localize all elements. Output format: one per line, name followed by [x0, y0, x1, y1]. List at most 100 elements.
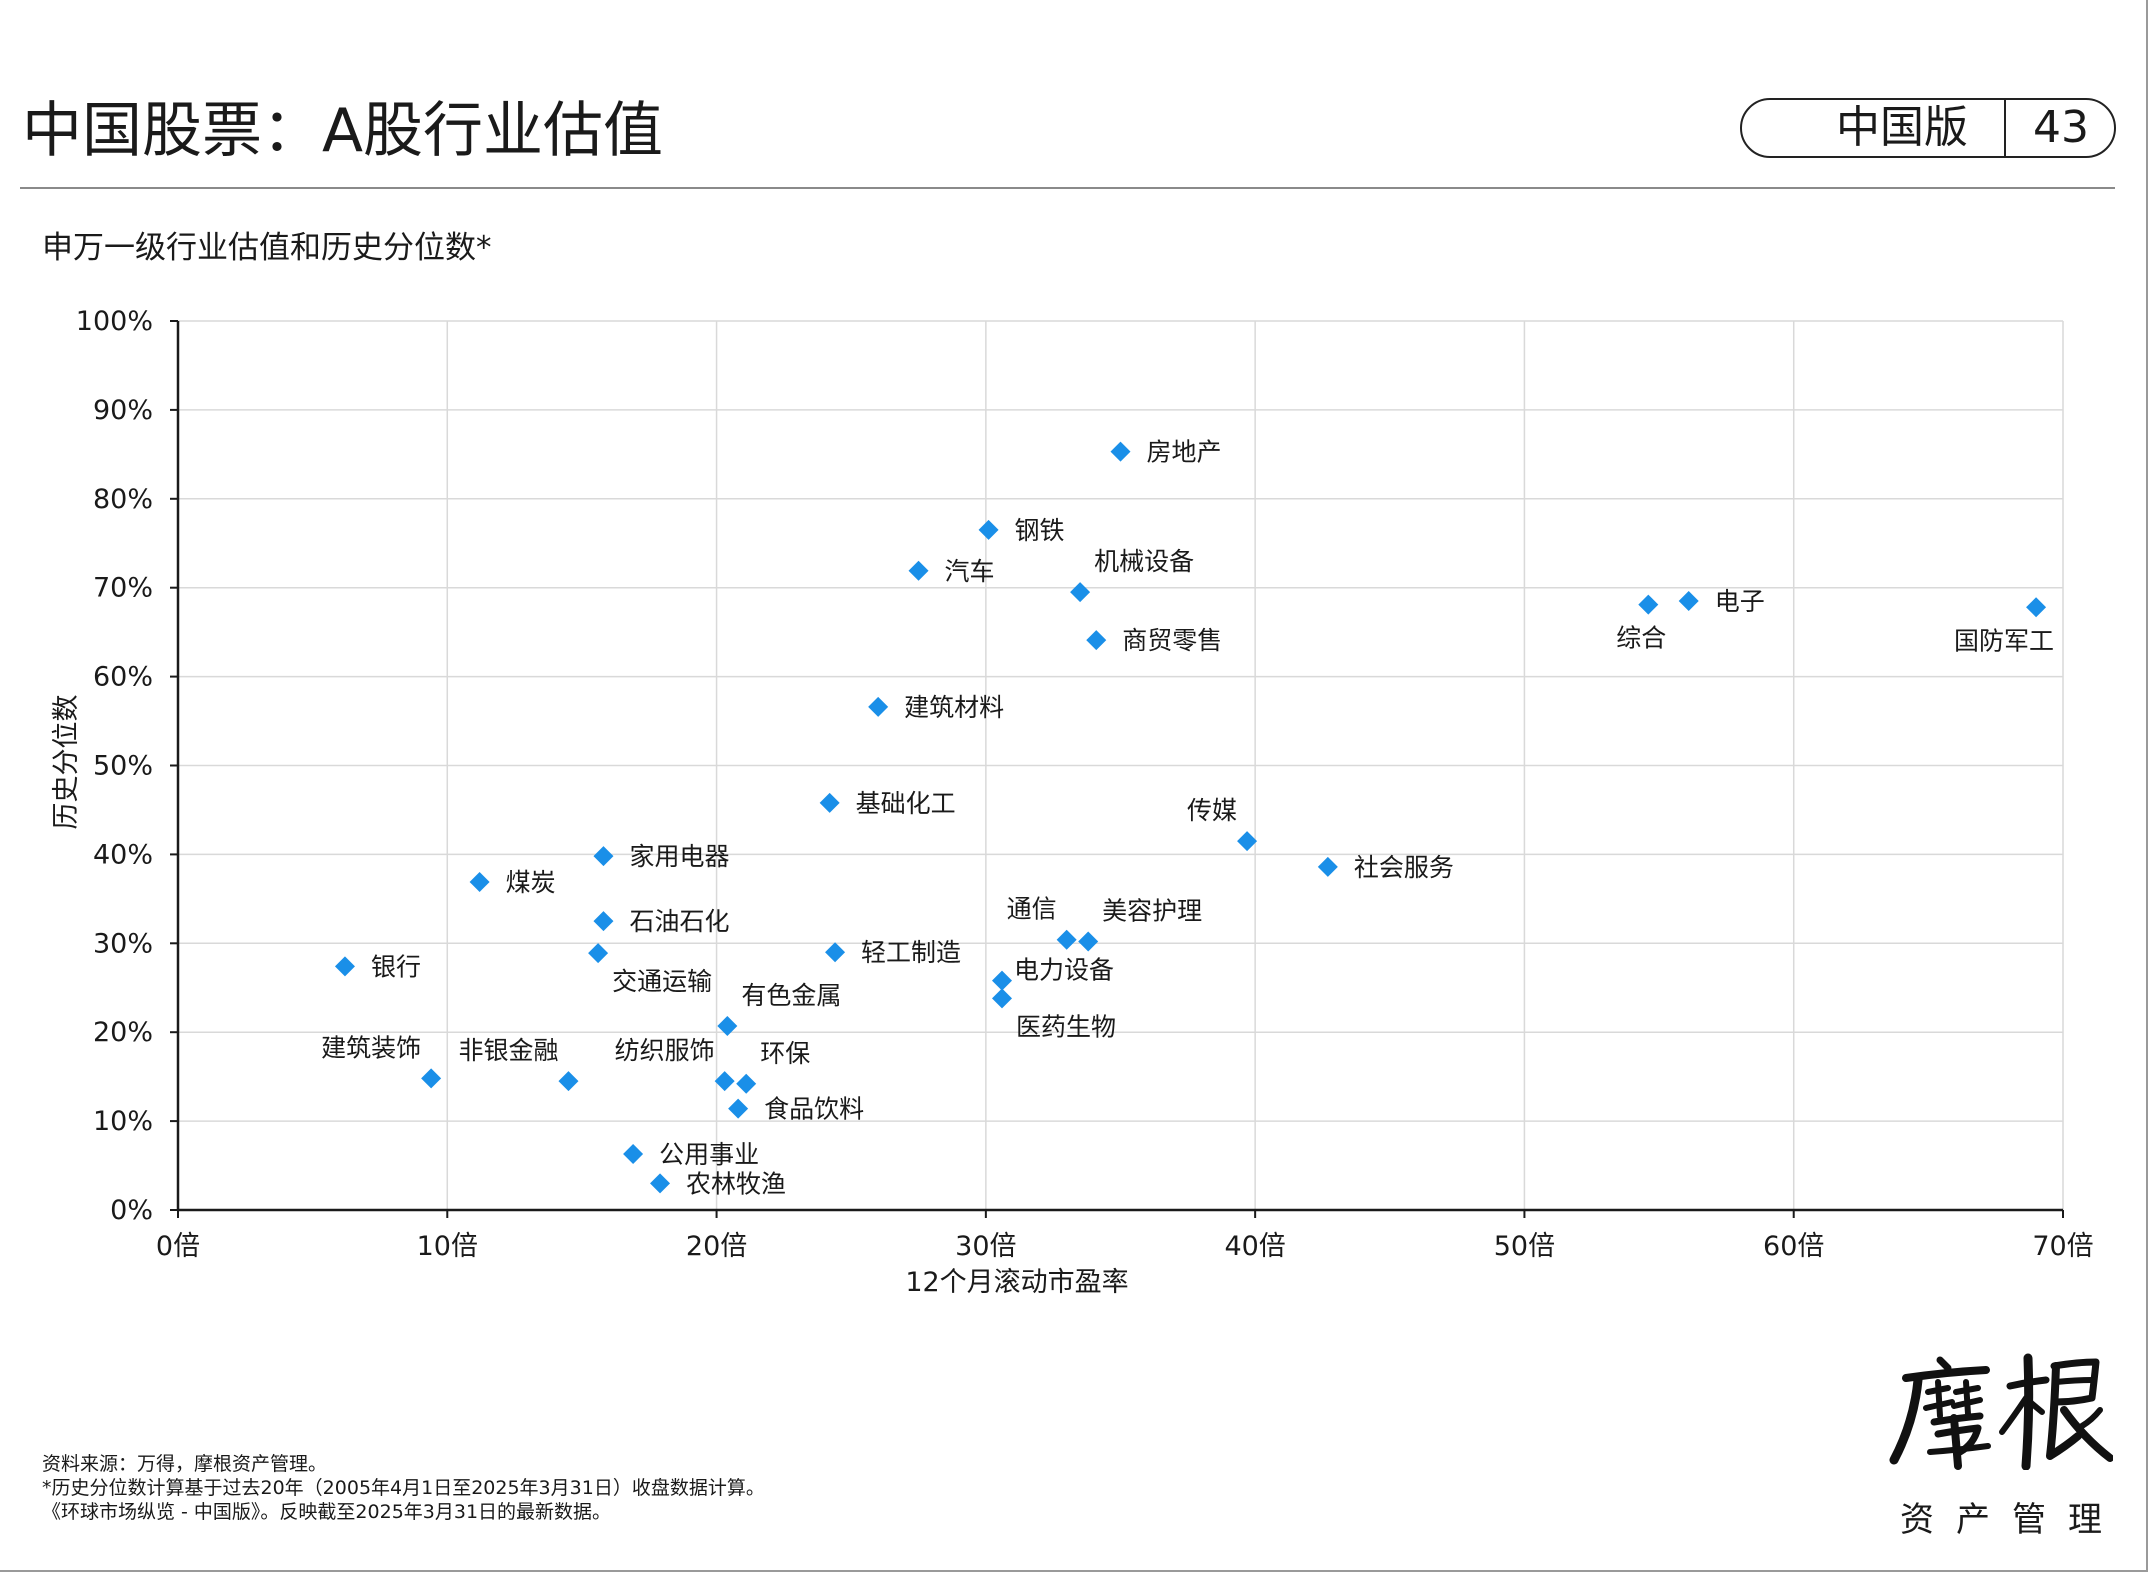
data-point-marker: [825, 942, 846, 963]
footnote-publication: 《环球市场纵览 - 中国版》。反映截至2025年3月31日的最新数据。: [42, 1501, 612, 1523]
data-point-label: 钢铁: [1015, 516, 1065, 545]
data-point-label: 国防军工: [1954, 626, 2054, 655]
data-point-label: 综合: [1616, 624, 1666, 653]
y-tick-label: 20%: [93, 1017, 153, 1048]
data-point-marker: [992, 988, 1013, 1009]
y-axis-title: 历史分位数: [51, 695, 82, 830]
edition-divider: [2004, 98, 2006, 158]
data-point-label: 家用电器: [629, 842, 729, 871]
data-point-marker: [2026, 597, 2047, 618]
data-point-label: 环保: [760, 1039, 810, 1068]
y-tick-label: 70%: [93, 573, 153, 604]
data-point-label: 石油石化: [629, 907, 729, 936]
data-point-marker: [1638, 594, 1659, 615]
data-point-label: 商贸零售: [1122, 626, 1222, 655]
data-point-marker: [1317, 856, 1338, 877]
data-point-marker: [1678, 591, 1699, 612]
x-tick-label: 20倍: [686, 1231, 747, 1262]
title-divider: [20, 187, 2115, 189]
data-point-label: 纺织服饰: [615, 1036, 715, 1065]
data-point-label: 建筑材料: [904, 693, 1004, 722]
data-point-label: 汽车: [945, 557, 995, 586]
data-point-label: 公用事业: [659, 1140, 759, 1169]
data-point-marker: [1070, 582, 1091, 603]
data-point-marker: [334, 956, 355, 977]
y-tick-label: 60%: [93, 662, 153, 693]
data-point-label: 食品饮料: [764, 1095, 864, 1124]
x-tick-label: 70倍: [2032, 1231, 2093, 1262]
x-tick-label: 30倍: [955, 1231, 1016, 1262]
x-tick-label: 0倍: [156, 1231, 200, 1262]
data-point-marker: [1110, 441, 1131, 462]
data-point-marker: [588, 943, 609, 964]
data-point-marker: [650, 1173, 671, 1194]
chart-tick-labels: 0倍 10倍 20倍 30倍 40倍 50倍 60倍 70倍 0% 10% 20% 30% 40% 50%…: [76, 306, 2094, 1262]
footnote-source: 资料来源：万得，摩根资产管理。: [42, 1453, 328, 1475]
data-point-label: 社会服务: [1354, 853, 1454, 882]
brand-logo: 资产管理: [1880, 1352, 2120, 1542]
x-tick-label: 50倍: [1494, 1231, 1555, 1262]
data-point-marker: [623, 1143, 644, 1164]
data-point-label: 美容护理: [1102, 897, 1202, 926]
data-point-marker: [736, 1073, 757, 1094]
y-tick-label: 10%: [93, 1106, 153, 1137]
data-point-marker: [558, 1071, 579, 1092]
data-point-label: 电力设备: [1014, 956, 1114, 985]
y-tick-label: 0%: [110, 1195, 153, 1226]
footnote-methodology: *历史分位数计算基于过去20年（2005年4月1日至2025年3月31日）收盘数…: [42, 1477, 765, 1499]
data-point-marker: [1086, 630, 1107, 651]
chart-title: 申万一级行业估值和历史分位数*: [42, 230, 492, 266]
scatter-chart: 0倍 10倍 20倍 30倍 40倍 50倍 60倍 70倍 0% 10% 20% 30% 40% 50%…: [51, 306, 2094, 1298]
x-tick-label: 40倍: [1224, 1231, 1285, 1262]
data-point-marker: [819, 792, 840, 813]
data-point-marker: [728, 1098, 749, 1119]
data-point-label: 医药生物: [1016, 1012, 1116, 1041]
data-point-marker: [469, 871, 490, 892]
data-point-marker: [717, 1015, 738, 1036]
chart-grid: [178, 320, 2064, 1210]
x-tick-label: 60倍: [1763, 1231, 1824, 1262]
data-point-label: 交通运输: [612, 967, 712, 996]
data-point-marker: [1237, 831, 1258, 852]
data-point-label: 非银金融: [458, 1036, 558, 1065]
data-point-marker: [908, 560, 929, 581]
data-point-marker: [868, 696, 889, 717]
data-point-label: 建筑装饰: [321, 1033, 421, 1062]
data-point-marker: [992, 970, 1013, 991]
y-tick-label: 100%: [76, 306, 153, 337]
x-tick-label: 10倍: [417, 1231, 478, 1262]
data-point-marker: [593, 911, 614, 932]
x-axis-title: 12个月滚动市盈率: [905, 1267, 1128, 1298]
y-tick-label: 80%: [93, 484, 153, 515]
data-point-marker: [593, 846, 614, 867]
data-point-marker: [714, 1071, 735, 1092]
chart-points: [334, 441, 2047, 1194]
brand-calligraphy-mark: [1889, 1353, 2113, 1470]
data-point-label: 电子: [1715, 587, 1765, 616]
data-point-label: 通信: [1007, 895, 1057, 924]
brand-subtitle: 资产管理: [1900, 1500, 2124, 1540]
footnotes: 资料来源：万得，摩根资产管理。 *历史分位数计算基于过去20年（2005年4月1…: [42, 1452, 765, 1524]
chart-axes: [170, 320, 2064, 1218]
y-tick-label: 30%: [93, 928, 153, 959]
data-point-marker: [978, 519, 999, 540]
edition-label: 中国版: [1836, 102, 1968, 153]
y-tick-label: 40%: [93, 839, 153, 870]
page-number: 43: [2033, 102, 2089, 153]
y-tick-label: 90%: [93, 395, 153, 426]
data-point-label: 机械设备: [1094, 547, 1194, 576]
edition-badge: 中国版 43: [1740, 98, 2116, 158]
data-point-label: 煤炭: [506, 868, 556, 897]
data-point-label: 农林牧渔: [686, 1169, 786, 1198]
data-point-label: 基础化工: [856, 789, 956, 818]
data-point-label: 银行: [371, 952, 421, 981]
data-point-marker: [1078, 931, 1099, 952]
data-point-marker: [421, 1068, 442, 1089]
y-tick-label: 50%: [93, 751, 153, 782]
data-point-label: 有色金属: [741, 981, 841, 1010]
data-point-label: 轻工制造: [861, 938, 961, 967]
data-point-label: 房地产: [1147, 438, 1222, 467]
data-point-label: 传媒: [1187, 796, 1237, 825]
